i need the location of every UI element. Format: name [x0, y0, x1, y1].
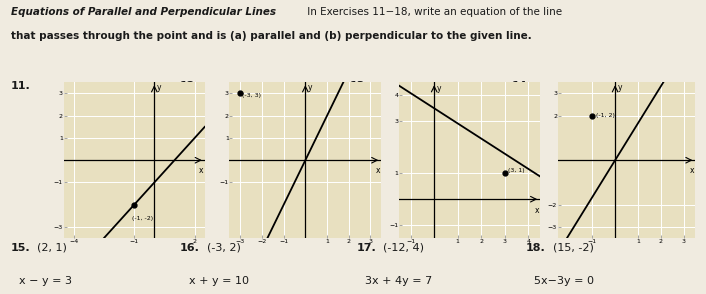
Text: 18.: 18.: [526, 243, 546, 253]
Text: 17.: 17.: [357, 243, 376, 253]
Text: (-3, 2): (-3, 2): [207, 243, 241, 253]
Text: x: x: [690, 166, 694, 175]
Text: that passes through the point and is (a) parallel and (b) perpendicular to the g: that passes through the point and is (a)…: [11, 31, 532, 41]
Text: (-3, 3): (-3, 3): [242, 93, 261, 98]
Text: 13.: 13.: [349, 81, 369, 91]
Text: y: y: [308, 83, 313, 92]
Text: (-1, 2): (-1, 2): [596, 113, 614, 118]
Text: y: y: [157, 83, 161, 92]
Text: 15.: 15.: [11, 243, 30, 253]
Text: y: y: [437, 83, 441, 93]
Text: x: x: [534, 206, 539, 215]
Text: In Exercises 11−18, write an equation of the line: In Exercises 11−18, write an equation of…: [304, 7, 562, 17]
Text: Equations of Parallel and Perpendicular Lines: Equations of Parallel and Perpendicular …: [11, 7, 275, 17]
Text: (15, -2): (15, -2): [553, 243, 594, 253]
Text: x + y = 10: x + y = 10: [189, 276, 249, 286]
Text: x − y = 3: x − y = 3: [19, 276, 72, 286]
Text: x: x: [199, 166, 204, 175]
Text: 14.: 14.: [512, 81, 532, 91]
Text: 16.: 16.: [180, 243, 200, 253]
Text: 3x + 4y = 7: 3x + 4y = 7: [365, 276, 432, 286]
Text: (2, 1): (2, 1): [37, 243, 67, 253]
Text: (-12, 4): (-12, 4): [383, 243, 424, 253]
Text: y: y: [618, 83, 623, 92]
Text: 11.: 11.: [11, 81, 30, 91]
Text: x: x: [376, 166, 380, 175]
Text: 5x−3y = 0: 5x−3y = 0: [534, 276, 594, 286]
Text: (3, 1): (3, 1): [508, 168, 525, 173]
Text: (-1, -2): (-1, -2): [132, 216, 153, 221]
Text: 12.: 12.: [180, 81, 200, 91]
